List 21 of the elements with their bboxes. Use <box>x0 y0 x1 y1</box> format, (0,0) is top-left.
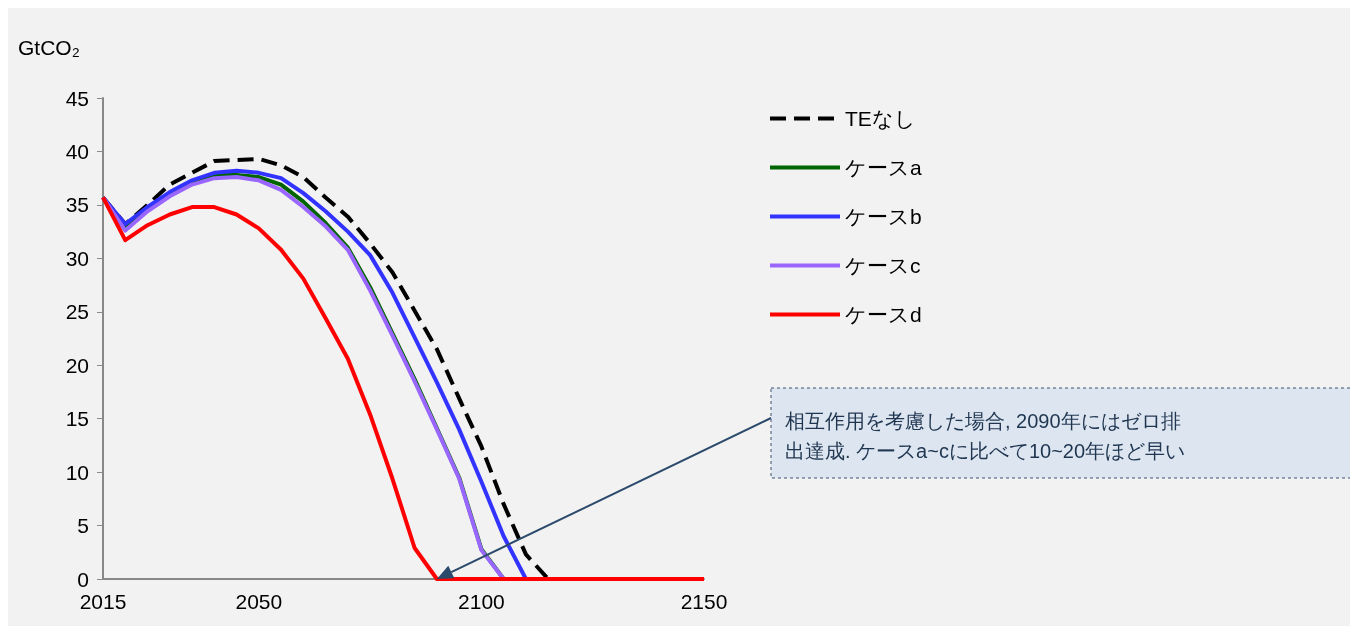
legend-label: TEなし <box>845 107 916 130</box>
x-tick-label: 2015 <box>79 590 127 613</box>
y-tick-label: 45 <box>65 86 89 110</box>
x-tick-label: 2100 <box>458 590 505 613</box>
legend-label: ケースb <box>845 205 922 228</box>
y-tick-label: 30 <box>65 246 89 270</box>
y-tick-label: 15 <box>65 407 89 431</box>
legend-label: ケースd <box>845 303 922 326</box>
y-tick-label: 5 <box>77 514 89 538</box>
x-tick-label: 2050 <box>235 590 283 613</box>
y-tick-label: 20 <box>65 353 89 377</box>
y-tick-label: 35 <box>65 193 89 217</box>
y-tick-label: 25 <box>65 300 89 324</box>
x-tick-label: 2150 <box>680 590 728 613</box>
text: 相互作用を考慮した場合, 2090年にはゼロ排出達成. ケースa~cに比べて10~20年ほど早い <box>785 410 1186 462</box>
y-tick-label: 0 <box>77 567 89 591</box>
legend-label: ケースc <box>845 254 921 277</box>
y-axis-title: GtCO₂ <box>18 36 80 59</box>
y-tick-label: 10 <box>65 460 89 484</box>
y-tick-label: 40 <box>65 139 89 163</box>
legend-label: ケースa <box>845 156 922 179</box>
